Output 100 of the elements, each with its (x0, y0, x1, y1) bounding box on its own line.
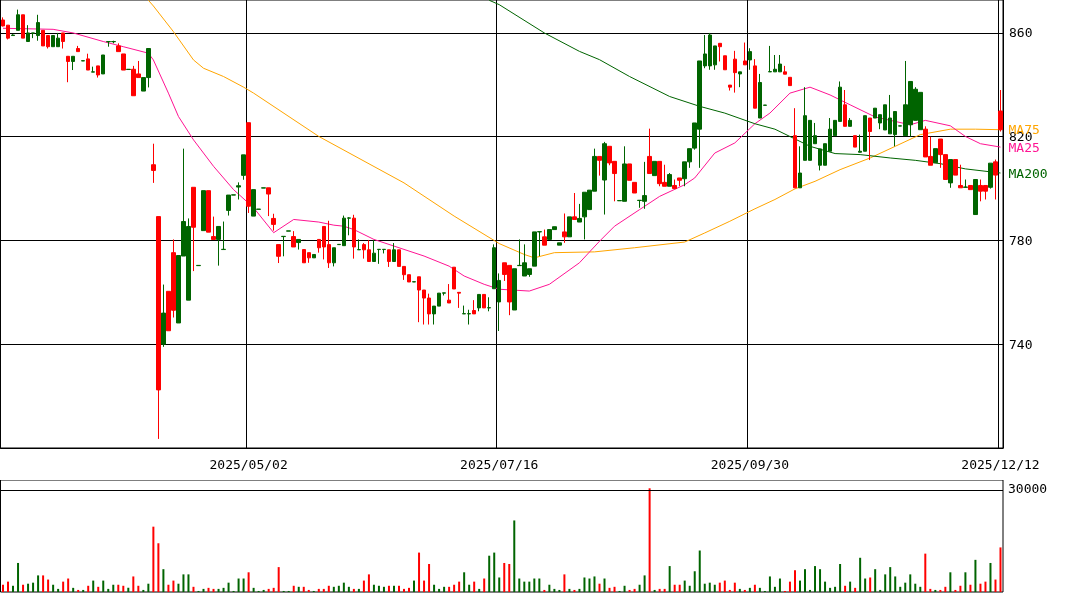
bar (809, 589, 812, 592)
bar (182, 574, 185, 592)
candlestick (11, 33, 15, 37)
candlestick (241, 154, 246, 181)
line-series (2, 27, 1001, 292)
bar (337, 585, 340, 592)
bar (844, 585, 847, 592)
bar (788, 581, 791, 592)
bar (408, 587, 411, 592)
bar (162, 569, 165, 592)
bar (247, 572, 250, 592)
bar (919, 586, 922, 592)
bar (102, 580, 105, 592)
bar (483, 578, 486, 592)
bar (187, 574, 190, 592)
bar (999, 547, 1002, 592)
bar (317, 588, 320, 592)
bar (262, 589, 265, 592)
bar (658, 588, 661, 592)
text: 30000 (1008, 481, 1048, 497)
bar (237, 578, 240, 592)
bar (382, 586, 385, 592)
bar (167, 584, 170, 592)
bar (82, 589, 85, 592)
bar (929, 588, 932, 592)
bar (613, 586, 616, 592)
candlestick (372, 239, 376, 262)
bar (47, 579, 50, 592)
candlestick (963, 179, 968, 189)
bar (438, 588, 441, 592)
candlestick (733, 50, 737, 94)
bar (463, 572, 466, 592)
bar (793, 570, 796, 592)
bar (67, 578, 70, 592)
bar (242, 578, 245, 592)
candlestick (16, 9, 20, 31)
bar (543, 589, 546, 592)
bar (854, 587, 857, 592)
bar (377, 585, 380, 592)
bar (132, 576, 135, 592)
bar (137, 585, 140, 592)
bar (758, 587, 761, 592)
bar (849, 581, 852, 592)
candlestick (387, 249, 391, 268)
bar (558, 589, 561, 592)
candlestick (91, 66, 95, 73)
bar (468, 584, 471, 592)
bar (413, 580, 416, 592)
bar (859, 557, 862, 592)
bar (904, 582, 907, 592)
candlestick (723, 55, 727, 71)
bar (122, 585, 125, 592)
bar (949, 572, 952, 592)
bar (207, 587, 210, 592)
bar (403, 588, 405, 592)
bar (322, 588, 325, 592)
candlestick (647, 128, 652, 175)
candlestick (843, 89, 847, 127)
bar (523, 581, 526, 592)
candlestick (126, 68, 131, 71)
bar (272, 587, 275, 592)
bar (778, 578, 781, 592)
y-tick-label: 860 (1009, 25, 1033, 41)
candlestick (572, 192, 577, 220)
bar (192, 586, 195, 592)
y-tick-label: 780 (1009, 232, 1033, 248)
bar (77, 589, 80, 592)
bar (633, 588, 636, 592)
bar (598, 583, 601, 592)
x-tick-label: 2025/05/02 (209, 457, 288, 472)
bar (7, 581, 10, 592)
candlestick (357, 238, 361, 251)
candlestick (116, 42, 121, 53)
candlestick (21, 14, 25, 39)
candlestick (848, 117, 852, 127)
bar (342, 582, 345, 592)
candlestick (953, 159, 958, 176)
bar (814, 566, 817, 592)
bar (593, 576, 596, 592)
candlestick (276, 244, 281, 264)
bar (698, 550, 701, 592)
candlestick (738, 71, 742, 88)
bar (428, 564, 431, 592)
bar (347, 586, 350, 592)
candlestick (312, 253, 316, 259)
bar (738, 588, 741, 592)
candlestick (332, 247, 336, 267)
candlestick (196, 264, 201, 267)
bar (989, 562, 992, 592)
bar (37, 575, 40, 592)
bar (608, 587, 611, 592)
bar (107, 588, 110, 592)
bar (563, 574, 566, 592)
bar (678, 584, 681, 592)
bar (748, 587, 751, 592)
bar (92, 580, 95, 592)
bar (553, 588, 556, 592)
candlestick (392, 242, 396, 262)
candlestick (216, 225, 221, 267)
bar (372, 584, 375, 592)
